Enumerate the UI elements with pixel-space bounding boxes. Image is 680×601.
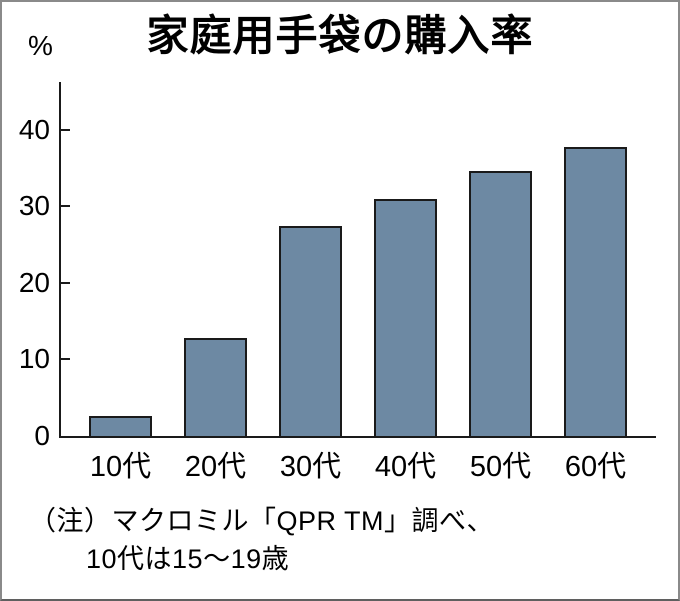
y-tick-label-10: 10 xyxy=(18,343,50,375)
x-tick-label-10代: 10代 xyxy=(89,451,152,483)
y-tick-label-0: 0 xyxy=(34,420,50,451)
plot-area: 0 10 20 30 40 10代 20代 30代 40代 50代 60代 xyxy=(19,82,656,483)
y-tick-label-40: 40 xyxy=(18,113,50,145)
bar-60代 xyxy=(564,146,627,436)
y-tick-mark-30 xyxy=(61,205,70,208)
y-tick-mark-40 xyxy=(61,128,70,131)
y-axis-unit-label: % xyxy=(28,30,53,61)
bar-10代 xyxy=(89,416,152,436)
bar-20代 xyxy=(184,338,247,436)
y-tick-mark-20 xyxy=(61,281,70,284)
x-tick-label-50代: 50代 xyxy=(469,451,532,483)
y-tick-label-20: 20 xyxy=(18,266,50,298)
bar-30代 xyxy=(279,226,342,436)
x-tick-label-20代: 20代 xyxy=(184,451,247,483)
x-tick-label-40代: 40代 xyxy=(374,451,437,483)
x-tick-label-60代: 60代 xyxy=(564,451,627,483)
source-note: （注）マクロミル「QPR TM」調べ、 10代は15～19歳 xyxy=(29,502,494,578)
bar-50代 xyxy=(469,171,532,436)
source-note-line-2: 10代は15～19歳 xyxy=(86,544,290,574)
y-tick-label-30: 30 xyxy=(18,190,50,222)
bar-40代 xyxy=(374,198,437,436)
y-tick-mark-10 xyxy=(61,358,70,361)
x-tick-label-30代: 30代 xyxy=(279,451,342,483)
source-note-line-1: （注）マクロミル「QPR TM」調べ、 xyxy=(29,506,495,536)
chart-title: 家庭用手袋の購入率 xyxy=(146,12,534,59)
